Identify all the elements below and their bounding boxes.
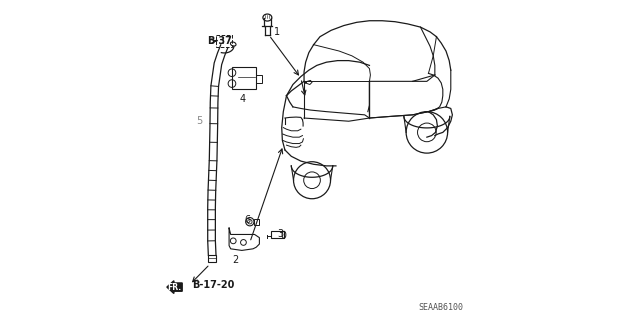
Text: FR.: FR. [168,283,182,292]
Bar [271,231,284,238]
Text: B-37: B-37 [207,36,232,46]
Text: SEAAB6100: SEAAB6100 [419,303,464,312]
FancyArrow shape [167,281,182,293]
Text: 5: 5 [196,116,202,126]
Text: 3: 3 [278,229,284,239]
Text: B-17-20: B-17-20 [193,279,235,290]
Text: 4: 4 [239,94,246,104]
Bar [209,255,216,262]
Text: 6: 6 [244,215,250,225]
Bar [253,219,259,225]
Bar [232,67,256,89]
Text: 2: 2 [232,255,239,265]
Text: 1: 1 [275,27,280,37]
Bar [256,75,262,83]
